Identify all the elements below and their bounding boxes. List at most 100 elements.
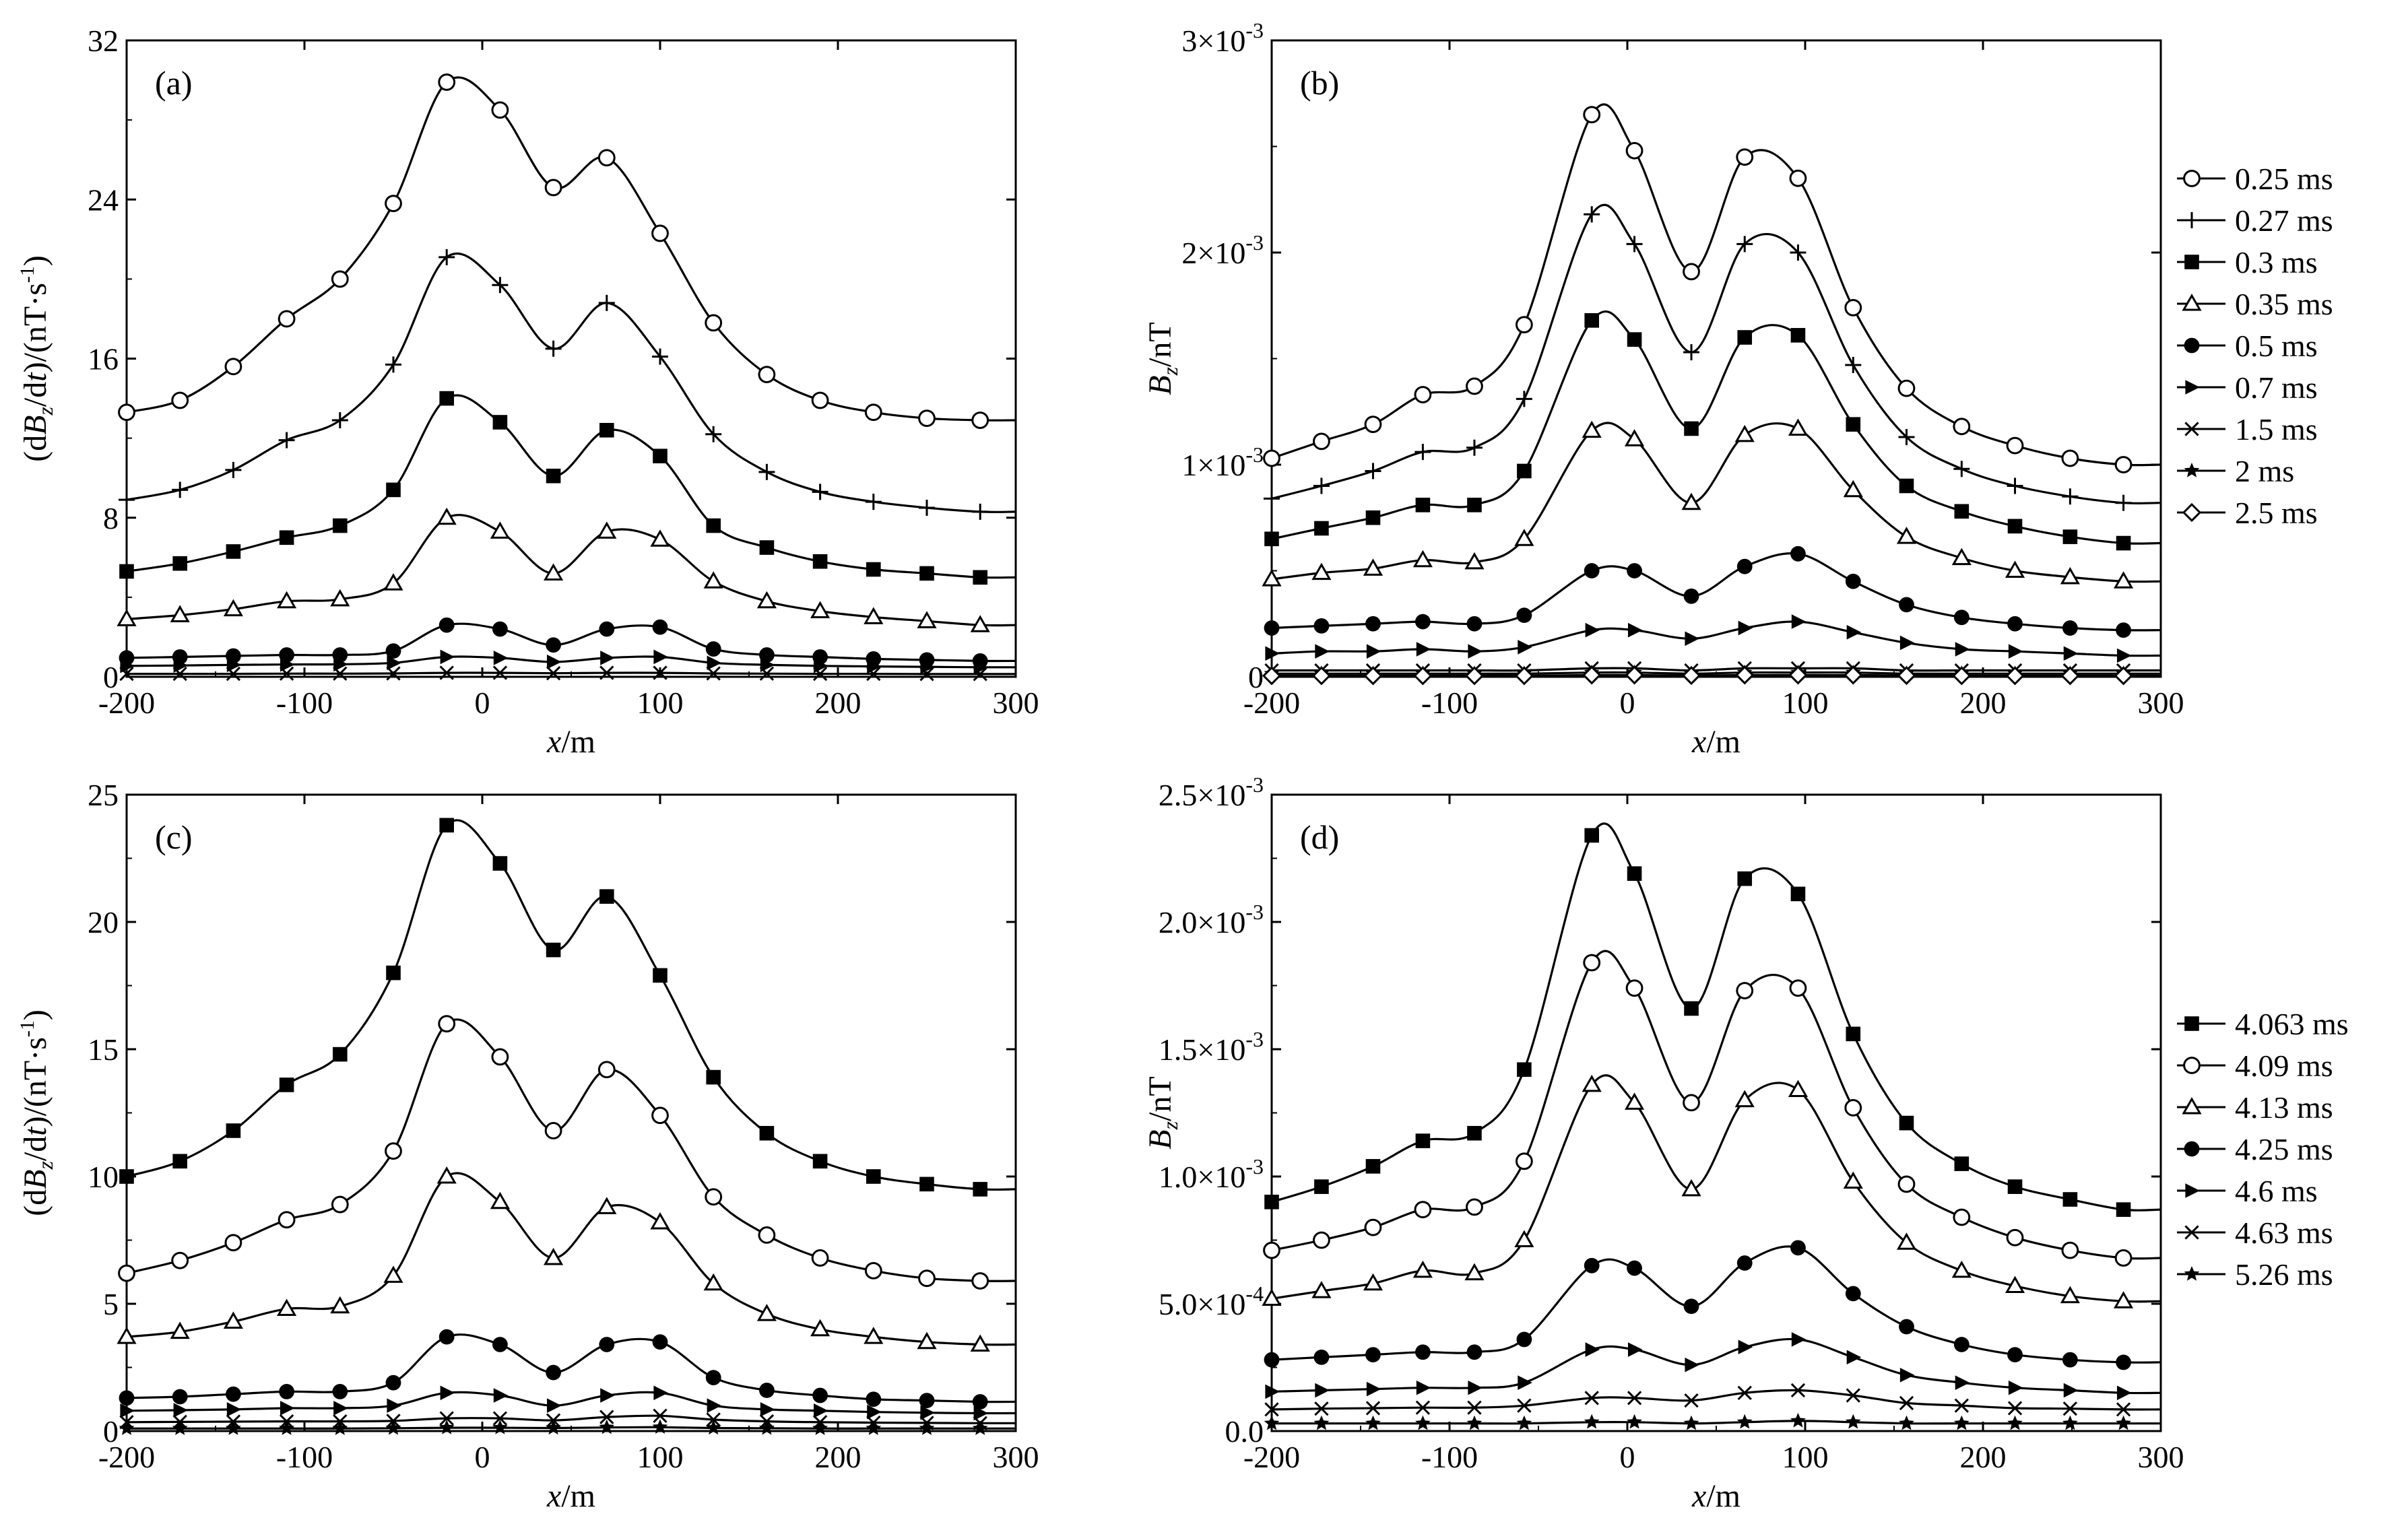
- data-point: [1844, 299, 1862, 317]
- data-point: [1467, 498, 1482, 512]
- x-tick-label: -100: [276, 686, 333, 720]
- data-point: [1953, 609, 1970, 626]
- data-point: [1736, 982, 1754, 999]
- data-point: [1737, 1385, 1752, 1400]
- data-point: [544, 1122, 562, 1139]
- data-point: [2062, 529, 2078, 544]
- data-point: [599, 1410, 614, 1424]
- data-point: [1897, 1175, 1916, 1193]
- data-point: [1315, 644, 1330, 659]
- data-point: [546, 468, 561, 484]
- x-tick-label: 0: [1620, 1440, 1635, 1474]
- series-4-6ms: [1265, 1332, 2161, 1401]
- legend-bottom: 4.063 ms 4.09 ms 4.13 ms 4.25 ms 4.6 ms 4.63 …: [2177, 1007, 2349, 1292]
- data-point: [279, 1420, 294, 1435]
- data-point: [440, 649, 455, 665]
- data-point: [386, 666, 401, 681]
- x-tick-label: 100: [637, 1440, 684, 1474]
- series-0-25ms: [1263, 103, 2161, 473]
- data-point: [1518, 640, 1532, 655]
- data-point: [705, 1370, 721, 1386]
- series-line: [1271, 103, 2161, 467]
- data-point: [1515, 1152, 1533, 1170]
- x-tick-label: 300: [993, 1440, 1039, 1474]
- legend-marker: [2182, 502, 2202, 523]
- data-point: [1311, 1281, 1332, 1298]
- data-point: [1627, 1414, 1642, 1429]
- data-point: [1314, 1179, 1329, 1194]
- data-point: [1364, 1218, 1382, 1236]
- series-0-27ms: [1264, 203, 2161, 511]
- legend-item: 4.63 ms: [2177, 1216, 2333, 1250]
- data-point: [812, 1420, 828, 1435]
- data-point: [1897, 665, 1916, 686]
- data-point: [172, 556, 187, 571]
- legend-marker: [2184, 337, 2200, 354]
- data-point: [439, 818, 454, 833]
- data-point: [1627, 866, 1642, 881]
- data-point: [1843, 479, 1863, 498]
- x-tick-label: 0: [475, 1440, 490, 1474]
- series-line: [1271, 1245, 2161, 1364]
- data-point: [226, 1420, 241, 1435]
- data-point: [2114, 666, 2133, 686]
- data-point: [1790, 545, 1806, 562]
- legend-marker: [2184, 1225, 2199, 1240]
- series-line: [1271, 1074, 2161, 1303]
- data-point: [385, 356, 401, 373]
- data-point: [1516, 1331, 1532, 1348]
- data-point: [1584, 828, 1599, 843]
- data-point: [1896, 1232, 1917, 1250]
- data-point: [2116, 1415, 2131, 1430]
- series-line: [1271, 1337, 2161, 1395]
- data-point: [1514, 529, 1534, 546]
- data-point: [1624, 1092, 1645, 1110]
- data-point: [119, 1420, 135, 1435]
- data-point: [544, 1247, 564, 1265]
- data-point: [2062, 620, 2078, 636]
- y-tick-label: 5: [103, 1287, 119, 1321]
- data-point: [2116, 622, 2131, 638]
- data-point: [1736, 1414, 1753, 1429]
- data-point: [1899, 597, 1914, 613]
- data-point: [386, 965, 401, 981]
- data-point: [120, 658, 135, 673]
- x-tick-label: 300: [2138, 1440, 2184, 1474]
- panel-tag: (d): [1300, 818, 1339, 856]
- legend-label: 0.5 ms: [2235, 329, 2318, 363]
- data-point: [1736, 236, 1753, 253]
- data-point: [812, 1387, 828, 1403]
- series-4-09ms: [1263, 950, 2161, 1267]
- data-point: [599, 1337, 615, 1352]
- data-point: [1585, 1342, 1600, 1357]
- legend-item: 4.13 ms: [2177, 1090, 2333, 1125]
- data-point: [438, 1329, 455, 1345]
- data-point: [436, 1166, 457, 1184]
- data-point: [810, 1319, 831, 1337]
- data-point: [1466, 1198, 1483, 1216]
- series-line: [126, 1018, 1016, 1282]
- data-point: [1412, 1260, 1433, 1278]
- data-point: [1517, 463, 1532, 479]
- data-point: [1262, 569, 1282, 587]
- data-point: [1899, 478, 1914, 494]
- data-point: [1683, 1415, 1699, 1430]
- panel-a: -200 -100 0 100 200 300 0 8 16 24 32 x/m (dBz/dt)/(n…: [16, 24, 1039, 760]
- series-4-25ms: [1264, 1240, 2161, 1370]
- data-point: [1262, 666, 1282, 686]
- data-point: [1844, 665, 1863, 685]
- data-point: [1790, 1412, 1806, 1428]
- data-point: [493, 651, 509, 665]
- x-axis-label: x/m: [546, 1478, 595, 1514]
- data-point: [1952, 666, 1972, 686]
- data-point: [2007, 1347, 2023, 1362]
- data-point: [493, 1388, 509, 1403]
- data-point: [1627, 332, 1642, 347]
- data-point: [919, 1420, 935, 1435]
- data-point: [2116, 535, 2131, 551]
- legend-item: 0.5 ms: [2177, 329, 2318, 363]
- data-point: [438, 617, 455, 633]
- data-point: [1788, 418, 1809, 436]
- legend-marker: [2185, 380, 2200, 395]
